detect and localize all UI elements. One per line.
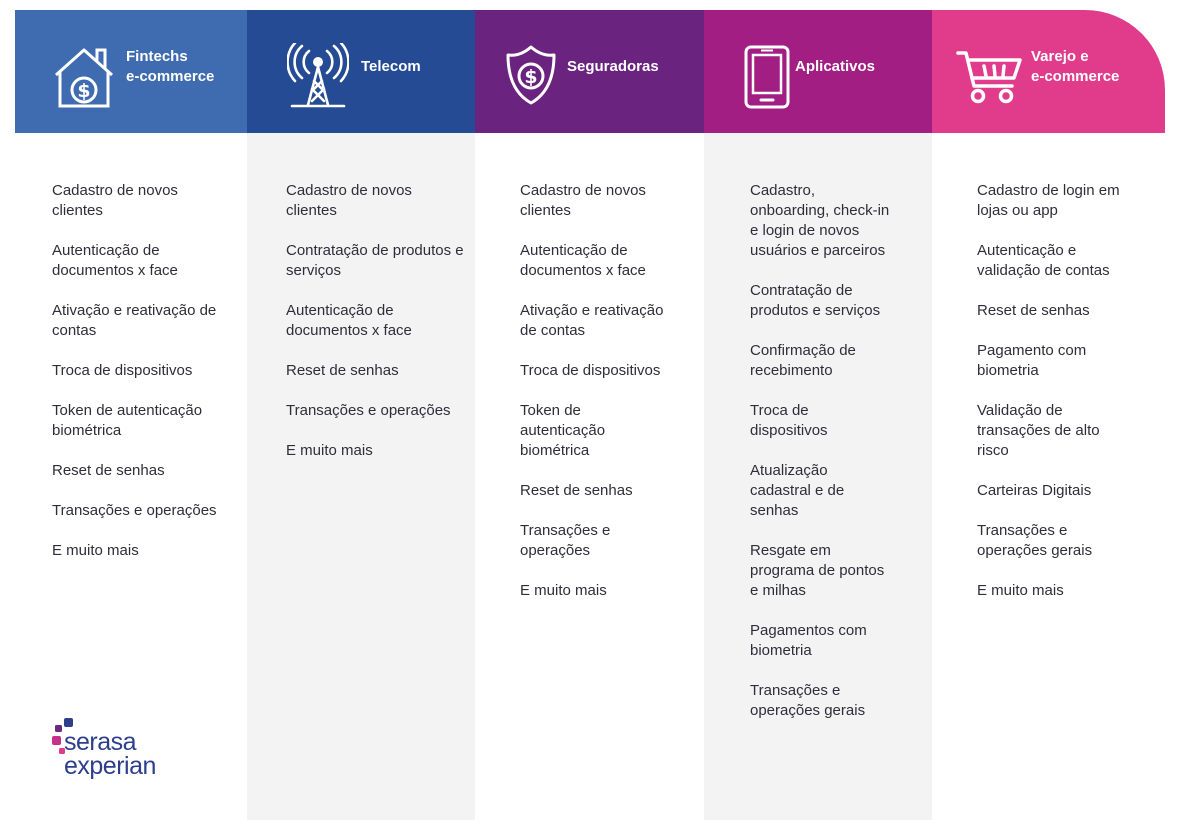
- shopping-cart-icon: [956, 51, 1022, 104]
- column-telecom: Telecom Cadastro de novos clientes Contr…: [247, 10, 475, 820]
- svg-text:$: $: [77, 80, 90, 102]
- shield-dollar-icon: $: [506, 45, 556, 105]
- header-title: Aplicativos: [795, 58, 876, 75]
- list-item: E muito mais: [977, 582, 1064, 599]
- list-item: Confirmação de recebimento: [750, 342, 856, 379]
- list-item: Cadastro de novos clientes: [520, 182, 646, 219]
- list-item: Token de autenticação biométrica: [52, 402, 203, 439]
- logo-dots-icon: [52, 718, 73, 754]
- list-item: Token de autenticação biométrica: [520, 402, 606, 459]
- list-item: Atualização cadastral e de senhas: [750, 462, 845, 519]
- list-item: E muito mais: [52, 542, 139, 559]
- list-item: Cadastro de novos clientes: [52, 182, 178, 219]
- list-item: Pagamento com biometria: [977, 342, 1087, 379]
- list-item: E muito mais: [520, 582, 607, 599]
- house-dollar-icon: $: [55, 48, 113, 108]
- list-item: Ativação e reativação de contas: [520, 302, 664, 339]
- list-fintechs: Cadastro de novos clientes Autenticação …: [52, 181, 232, 581]
- smartphone-icon: [744, 45, 790, 109]
- list-item: Carteiras Digitais: [977, 482, 1092, 499]
- column-aplicativos: Aplicativos Cadastro, onboarding, check-…: [704, 10, 932, 820]
- logo-line-1: serasa: [64, 728, 137, 756]
- list-item: Contratação de produtos e serviços: [750, 282, 881, 319]
- list-item: Transações e operações gerais: [977, 522, 1093, 559]
- list-item: Transações e operações: [286, 402, 451, 419]
- list-telecom: Cadastro de novos clientes Contratação d…: [286, 181, 466, 481]
- list-item: Troca de dispositivos: [750, 402, 828, 439]
- list-item: Autenticação de documentos x face: [286, 302, 412, 339]
- list-item: Reset de senhas: [520, 482, 633, 499]
- list-varejo: Cadastro de login em lojas ou app Autent…: [977, 181, 1127, 621]
- list-item: Reset de senhas: [52, 462, 165, 479]
- header-telecom: Telecom: [247, 10, 475, 133]
- serasa-experian-logo: serasa experian: [52, 718, 212, 788]
- list-item: Autenticação de documentos x face: [520, 242, 646, 279]
- list-item: Cadastro de login em lojas ou app: [977, 182, 1120, 219]
- list-item: Ativação e reativação de contas: [52, 302, 217, 339]
- list-item: Troca de dispositivos: [520, 362, 661, 379]
- header-title: Seguradoras: [567, 58, 659, 75]
- column-fintechs: $ Fintechs e-commerce Cadastro de novos …: [15, 10, 247, 820]
- list-item: Cadastro, onboarding, check-in e login d…: [750, 182, 890, 259]
- header-title: Telecom: [361, 58, 421, 75]
- header-fintechs: $ Fintechs e-commerce: [15, 10, 247, 133]
- header-title: Fintechs e-commerce: [126, 48, 215, 85]
- list-item: Troca de dispositivos: [52, 362, 193, 379]
- list-aplicativos: Cadastro, onboarding, check-in e login d…: [750, 181, 890, 741]
- header-aplicativos: Aplicativos: [704, 10, 932, 133]
- column-varejo: Varejo e e-commerce Cadastro de login em…: [932, 10, 1165, 820]
- list-item: Resgate em programa de pontos e milhas: [750, 542, 885, 599]
- column-seguradoras: $ Seguradoras Cadastro de novos clientes…: [475, 10, 704, 820]
- list-item: Autenticação e validação de contas: [977, 242, 1110, 279]
- list-item: Reset de senhas: [977, 302, 1090, 319]
- list-seguradoras: Cadastro de novos clientes Autenticação …: [520, 181, 670, 621]
- logo-line-2: experian: [64, 752, 156, 780]
- segments-table: $ Fintechs e-commerce Cadastro de novos …: [15, 10, 1165, 820]
- list-item: Pagamentos com biometria: [750, 622, 867, 659]
- header-title: Varejo e e-commerce: [1031, 48, 1120, 85]
- list-item: Reset de senhas: [286, 362, 399, 379]
- list-item: E muito mais: [286, 442, 373, 459]
- list-item: Transações e operações: [52, 502, 217, 519]
- header-varejo: Varejo e e-commerce: [932, 10, 1165, 133]
- antenna-tower-icon: [287, 43, 349, 108]
- list-item: Transações e operações gerais: [750, 682, 866, 719]
- header-seguradoras: $ Seguradoras: [475, 10, 704, 133]
- svg-text:$: $: [524, 66, 537, 88]
- list-item: Contratação de produtos e serviços: [286, 242, 464, 279]
- list-item: Autenticação de documentos x face: [52, 242, 178, 279]
- list-item: Validação de transações de alto risco: [977, 402, 1100, 459]
- list-item: Cadastro de novos clientes: [286, 182, 412, 219]
- list-item: Transações e operações: [520, 522, 611, 559]
